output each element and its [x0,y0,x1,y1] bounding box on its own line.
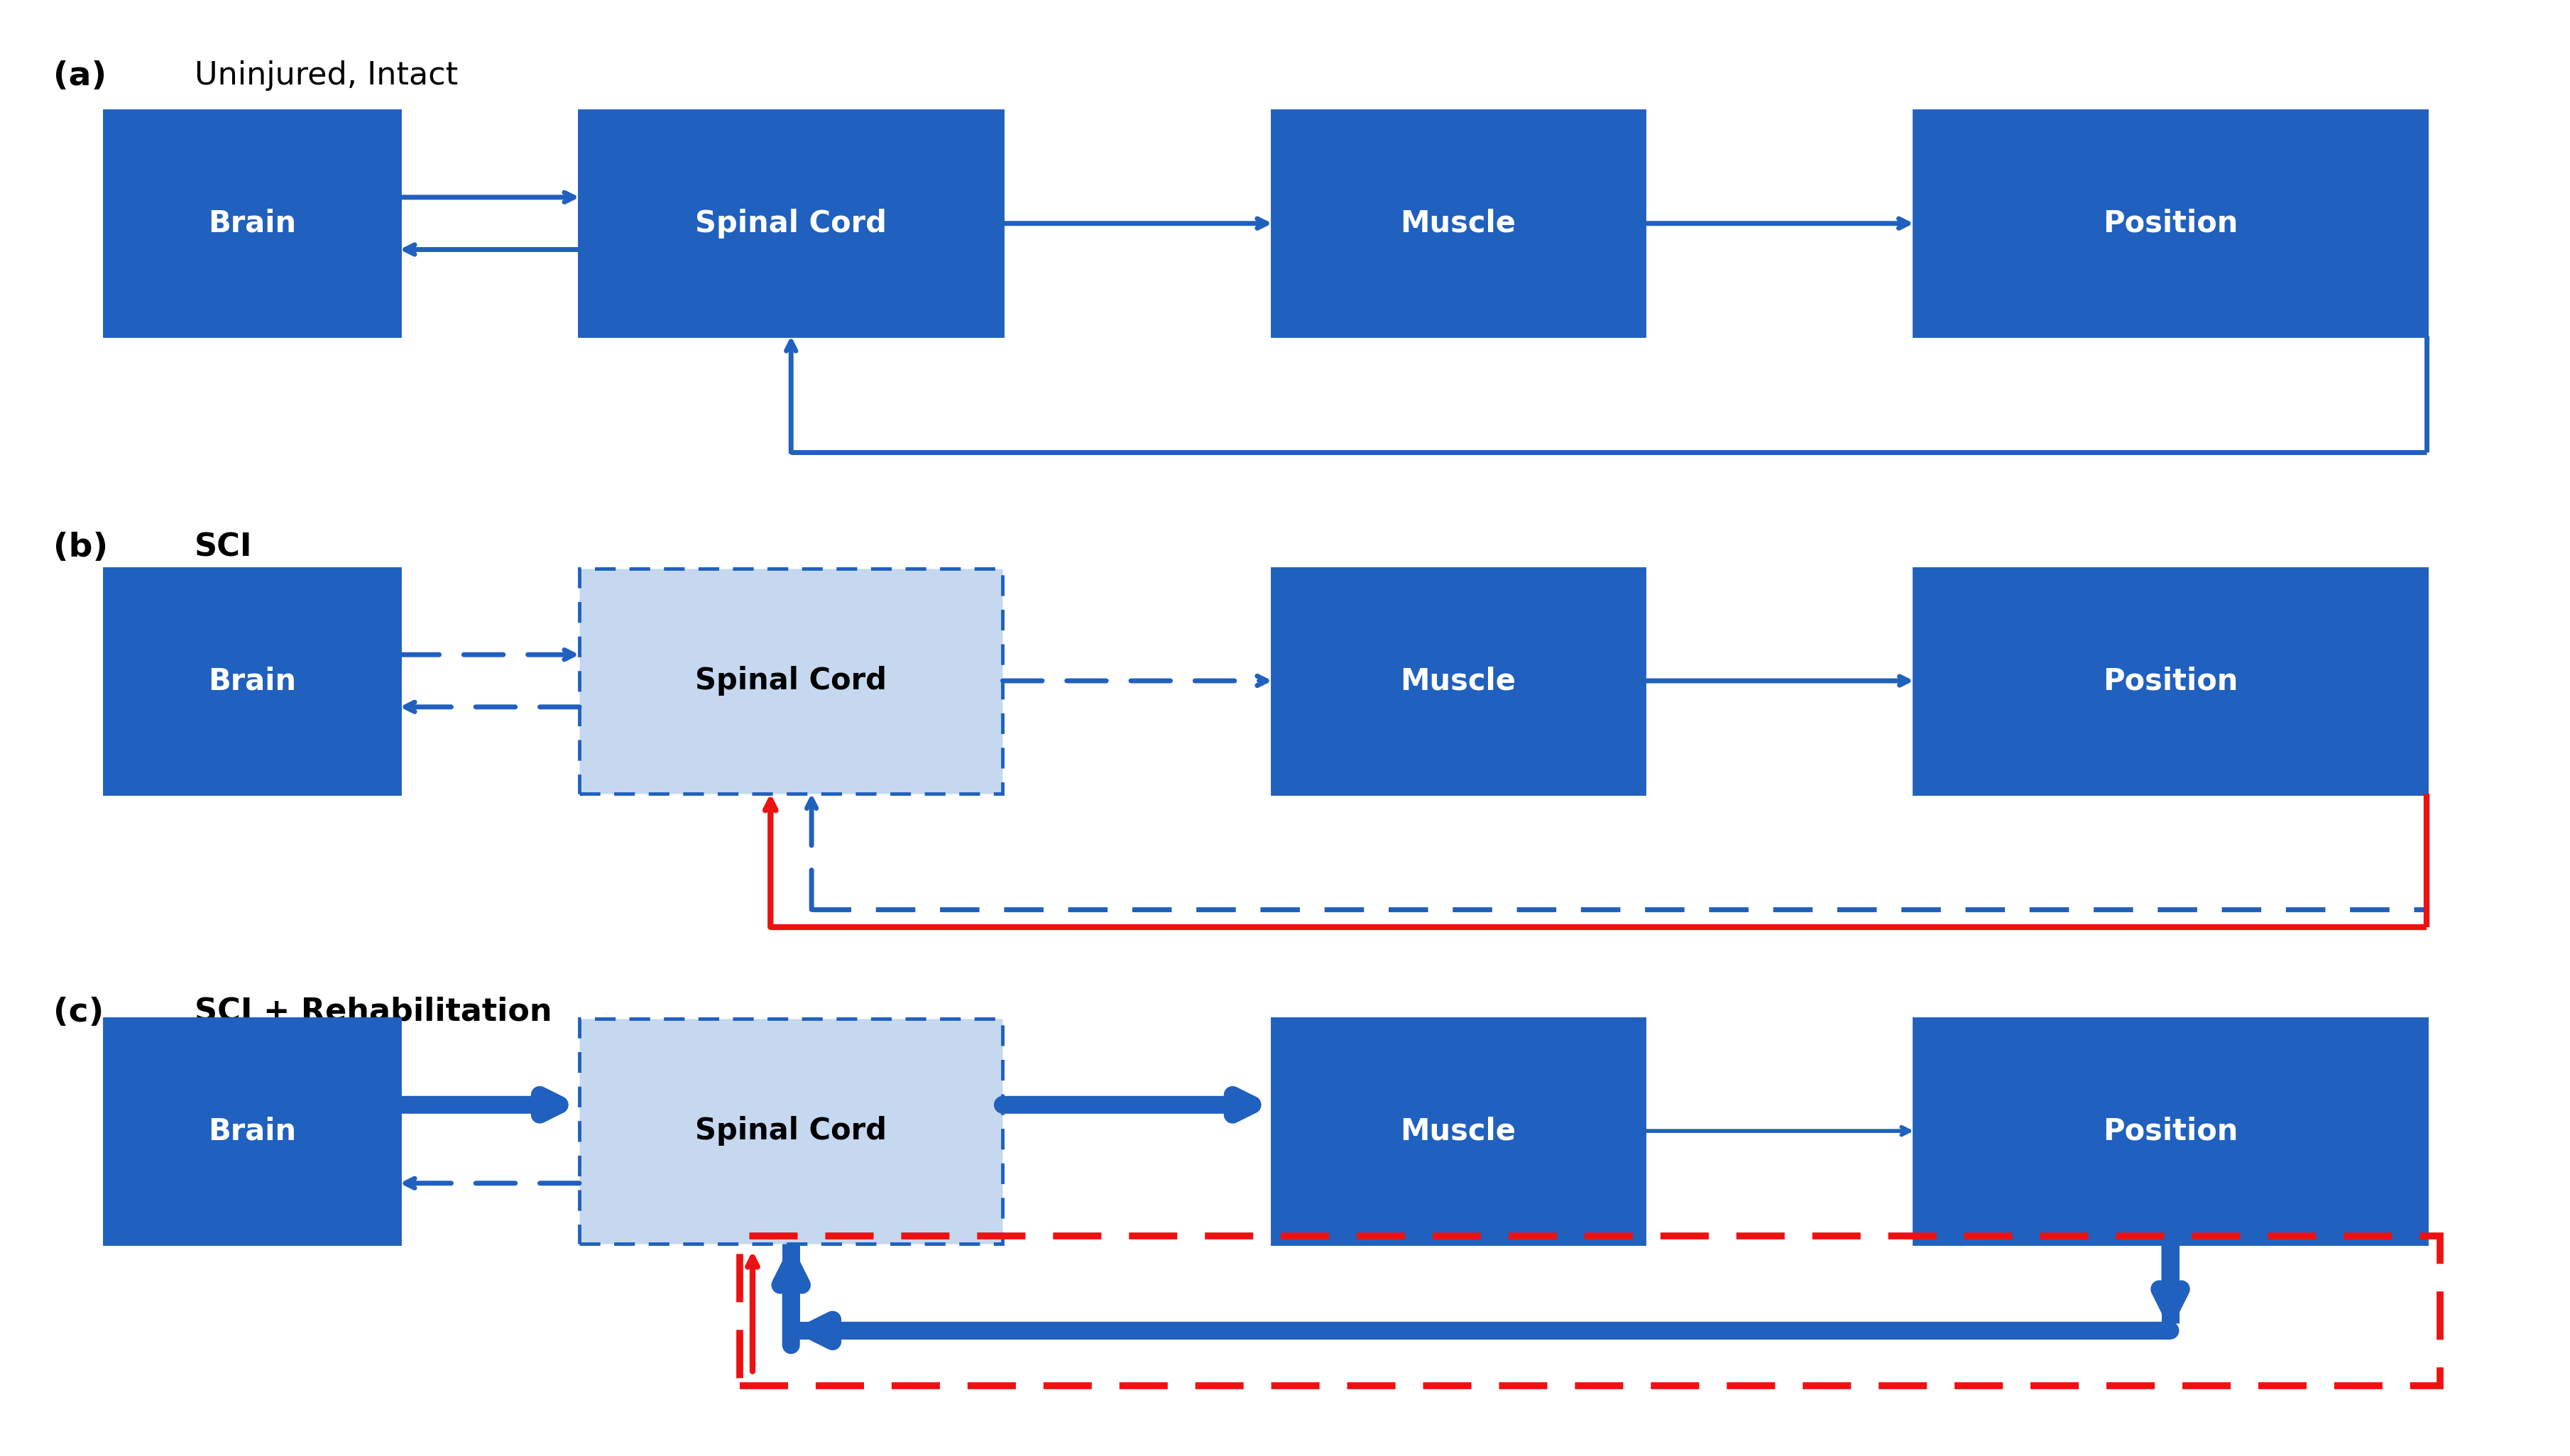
Text: Position: Position [2102,208,2238,239]
Text: (c): (c) [54,996,103,1028]
FancyBboxPatch shape [1272,111,1645,336]
FancyArrowPatch shape [766,799,776,927]
Text: Spinal Cord: Spinal Cord [696,665,887,696]
Text: SCI + Rehabilitation: SCI + Rehabilitation [195,996,553,1026]
FancyArrowPatch shape [786,342,797,453]
FancyBboxPatch shape [1915,1018,2426,1243]
FancyArrowPatch shape [812,1319,2169,1341]
FancyArrowPatch shape [1645,218,1907,229]
Text: SCI: SCI [195,531,252,562]
Text: (b): (b) [54,531,108,563]
Text: Position: Position [2102,665,2238,696]
FancyArrowPatch shape [406,702,578,712]
FancyBboxPatch shape [105,568,401,794]
Text: Spinal Cord: Spinal Cord [696,1117,887,1146]
FancyArrowPatch shape [401,649,573,660]
FancyArrowPatch shape [401,192,573,202]
Text: Brain: Brain [208,208,296,239]
FancyArrowPatch shape [1002,676,1267,686]
FancyArrowPatch shape [781,1264,802,1345]
FancyBboxPatch shape [1272,1018,1645,1243]
Text: Spinal Cord: Spinal Cord [696,208,887,239]
Text: Muscle: Muscle [1401,665,1516,696]
FancyBboxPatch shape [1915,568,2426,794]
Text: Muscle: Muscle [1401,208,1516,239]
Text: Position: Position [2102,1117,2238,1146]
FancyArrowPatch shape [807,799,817,910]
FancyBboxPatch shape [105,111,401,336]
FancyArrowPatch shape [1002,218,1267,229]
FancyBboxPatch shape [578,568,1002,794]
FancyArrowPatch shape [2159,1242,2182,1310]
FancyArrowPatch shape [406,1178,578,1188]
FancyBboxPatch shape [578,1018,1002,1243]
FancyBboxPatch shape [105,1018,401,1243]
FancyArrowPatch shape [748,1258,758,1372]
FancyBboxPatch shape [578,111,1002,336]
Text: (a): (a) [54,60,105,92]
Text: Brain: Brain [208,1117,296,1146]
Text: Muscle: Muscle [1401,1117,1516,1146]
FancyBboxPatch shape [1272,568,1645,794]
FancyBboxPatch shape [1915,111,2426,336]
FancyArrowPatch shape [401,1095,560,1115]
Text: Brain: Brain [208,665,296,696]
FancyArrowPatch shape [1645,1127,1910,1134]
FancyArrowPatch shape [1645,677,1907,686]
Text: Uninjured, Intact: Uninjured, Intact [195,60,457,90]
FancyArrowPatch shape [406,245,578,255]
FancyArrowPatch shape [1002,1095,1252,1115]
